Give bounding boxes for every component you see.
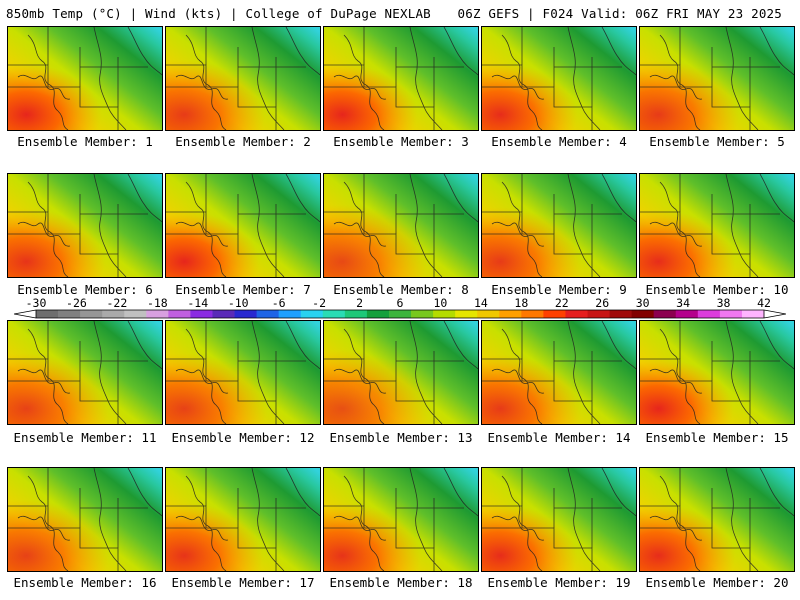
ensemble-member-label: Ensemble Member: 1 (17, 134, 153, 149)
colorbar-bin (300, 310, 324, 318)
ensemble-member-map (639, 467, 795, 572)
colorbar-bin (499, 310, 522, 318)
colorbar-bin (168, 310, 191, 318)
ensemble-member-map (639, 173, 795, 278)
colorbar-bin (322, 310, 346, 318)
ensemble-member-map (481, 467, 637, 572)
ensemble-member-label: Ensemble Member: 2 (175, 134, 311, 149)
colorbar-tick-label: -2 (312, 296, 327, 310)
colorbar-tick-label: 30 (635, 296, 650, 310)
colorbar-bin (80, 310, 103, 318)
ensemble-member-map (481, 173, 637, 278)
ensemble-member-label: Ensemble Member: 4 (491, 134, 627, 149)
ensemble-member-map (481, 26, 637, 131)
ensemble-member-label: Ensemble Member: 14 (487, 430, 631, 445)
ensemble-member-label: Ensemble Member: 19 (487, 575, 631, 590)
colorbar-bin (631, 310, 655, 318)
colorbar-outline (14, 309, 786, 319)
ensemble-member-map (323, 320, 479, 425)
colorbar-bin (388, 310, 412, 318)
colorbar-tick-label: -18 (146, 296, 168, 310)
ensemble-member-map (165, 320, 321, 425)
colorbar-bin (455, 310, 478, 318)
colorbar-bin (278, 310, 302, 318)
colorbar-bin (256, 310, 280, 318)
ensemble-member-label: Ensemble Member: 13 (329, 430, 473, 445)
ensemble-member-map (165, 26, 321, 131)
colorbar-bin (411, 310, 434, 318)
colorbar-bin (741, 310, 765, 318)
ensemble-member-label: Ensemble Member: 18 (329, 575, 473, 590)
colorbar-tick-label: 38 (716, 296, 731, 310)
map-title: 850mb Temp (°C) | Wind (kts) | College o… (6, 6, 431, 21)
colorbar-bin (719, 310, 743, 318)
colorbar-bin (521, 310, 544, 318)
colorbar-tick-label: 26 (595, 296, 610, 310)
ensemble-member-map (7, 173, 163, 278)
ensemble-member-map (7, 26, 163, 131)
ensemble-member-label: Ensemble Member: 5 (649, 134, 785, 149)
ensemble-member-map (481, 320, 637, 425)
ensemble-member-label: Ensemble Member: 17 (171, 575, 315, 590)
colorbar-bin (477, 310, 500, 318)
colorbar-tick-label: 10 (433, 296, 448, 310)
colorbar-bin (543, 310, 566, 318)
ensemble-member-map (639, 26, 795, 131)
ensemble-member-map (323, 173, 479, 278)
ensemble-member-map (7, 467, 163, 572)
ensemble-member-label: Ensemble Member: 10 (645, 282, 789, 297)
colorbar-tick-label: -22 (106, 296, 128, 310)
ensemble-member-label: Ensemble Member: 20 (645, 575, 789, 590)
colorbar-bin (234, 310, 258, 318)
colorbar-tick-label: 2 (356, 296, 364, 310)
colorbar-tick-label: -14 (187, 296, 209, 310)
ensemble-member-map (165, 467, 321, 572)
colorbar-tick-label: 18 (514, 296, 529, 310)
ensemble-member-map (639, 320, 795, 425)
colorbar-tick-label: -26 (66, 296, 87, 310)
ensemble-member-map (165, 173, 321, 278)
colorbar-bin (565, 310, 588, 318)
colorbar-bin (433, 310, 456, 318)
ensemble-member-label: Ensemble Member: 11 (13, 430, 157, 445)
ensemble-member-map (323, 26, 479, 131)
colorbar-tick-label: -6 (271, 296, 286, 310)
ensemble-member-map (7, 320, 163, 425)
ensemble-member-label: Ensemble Member: 15 (645, 430, 789, 445)
ensemble-member-label: Ensemble Member: 8 (333, 282, 469, 297)
colorbar-bin (212, 310, 235, 318)
colorbar-tick-label: 42 (757, 296, 771, 310)
colorbar-bin (102, 310, 125, 318)
colorbar-tick-label: -10 (227, 296, 249, 310)
ensemble-member-label: Ensemble Member: 16 (13, 575, 157, 590)
colorbar-tick-label: 22 (554, 296, 569, 310)
ensemble-member-label: Ensemble Member: 6 (17, 282, 153, 297)
colorbar-bin (124, 310, 147, 318)
colorbar-bin (587, 310, 610, 318)
ensemble-member-label: Ensemble Member: 9 (491, 282, 627, 297)
colorbar-bin (36, 310, 59, 318)
colorbar-tick-label: 14 (473, 296, 488, 310)
colorbar-bin (58, 310, 81, 318)
colorbar-bin (190, 310, 213, 318)
ensemble-member-label: Ensemble Member: 12 (171, 430, 315, 445)
colorbar-tick-label: 6 (396, 296, 404, 310)
ensemble-member-map (323, 467, 479, 572)
colorbar-bin (653, 310, 677, 318)
colorbar-bin (609, 310, 633, 318)
ensemble-member-label: Ensemble Member: 7 (175, 282, 311, 297)
colorbar-bin (366, 310, 390, 318)
ensemble-member-label: Ensemble Member: 3 (333, 134, 469, 149)
temperature-colorbar (14, 309, 786, 319)
colorbar-tick-label: 34 (676, 296, 691, 310)
colorbar-bin (697, 310, 721, 318)
colorbar-bin (344, 310, 368, 318)
colorbar-bin (146, 310, 169, 318)
colorbar-bin (675, 310, 699, 318)
colorbar-tick-label: -30 (25, 296, 47, 310)
valid-time-label: 06Z GEFS | F024 Valid: 06Z FRI MAY 23 20… (457, 6, 782, 21)
